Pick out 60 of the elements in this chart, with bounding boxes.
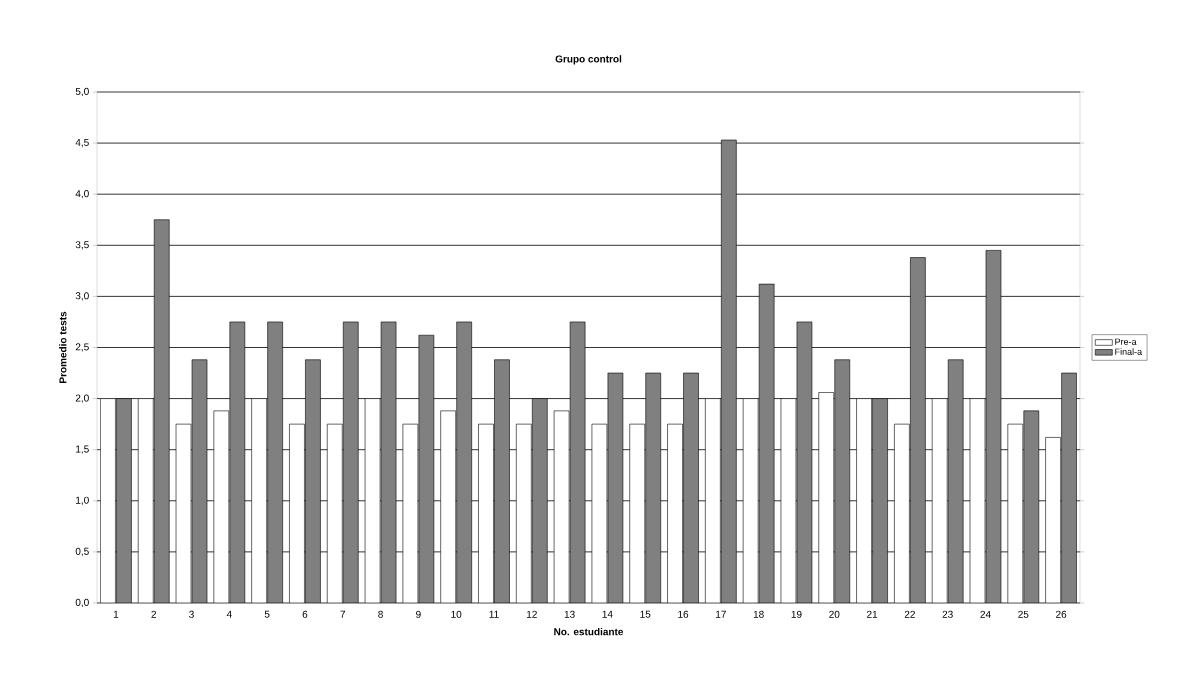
x-tick-label: 14 [602, 610, 613, 618]
y-tick-label: 0,0 [75, 598, 89, 608]
bar [721, 139, 737, 603]
x-tick-label: 10 [451, 610, 462, 618]
x-axis-title: No. estudiante [554, 627, 624, 636]
x-tick-label: 18 [753, 610, 764, 618]
x-tick-label: 26 [1056, 610, 1067, 618]
y-tick-label: 4,5 [75, 139, 89, 148]
bar [494, 359, 510, 603]
x-tick-label: 12 [527, 610, 537, 618]
bar [532, 398, 548, 603]
x-tick-label: 3 [189, 610, 194, 618]
y-tick-label: 2,0 [75, 394, 89, 403]
x-tick-label: 1 [113, 610, 119, 618]
y-tick-label: 3,5 [75, 241, 89, 250]
x-tick-label: 25 [1018, 610, 1029, 618]
bar [305, 359, 321, 603]
bar [116, 398, 132, 603]
x-tick-label: 21 [867, 610, 878, 618]
bar [1061, 372, 1077, 603]
bar [645, 372, 662, 603]
bar [872, 398, 888, 603]
legend-label: Final-a [1115, 348, 1143, 355]
bar [834, 359, 851, 603]
x-tick-label: 9 [416, 610, 421, 618]
bar [267, 321, 283, 603]
y-tick-label: 2,5 [75, 343, 89, 352]
x-tick-label: 6 [302, 610, 308, 618]
bar [153, 219, 170, 603]
x-tick-label: 7 [340, 610, 346, 618]
legend-label: Pre-a [1115, 338, 1137, 345]
x-tick-label: 13 [564, 610, 575, 618]
x-tick-label: 11 [489, 610, 499, 618]
bar [456, 321, 472, 603]
y-axis-title: Promedio tests [59, 311, 67, 383]
x-tick-label: 17 [716, 610, 726, 618]
bar [342, 321, 359, 603]
y-tick-label: 4,0 [75, 190, 89, 199]
y-tick-label: 5,0 [75, 87, 89, 97]
bar [229, 321, 246, 603]
chart-title: Grupo control [555, 55, 622, 65]
x-tick-label: 5 [264, 610, 270, 618]
x-tick-label: 15 [640, 610, 651, 618]
bar [1023, 410, 1040, 603]
x-tick-label: 16 [678, 610, 689, 618]
bar [683, 372, 699, 603]
bar [947, 359, 964, 603]
x-tick-label: 8 [378, 610, 383, 618]
x-tick-label: 4 [226, 610, 232, 618]
y-tick-label: 0,5 [75, 547, 89, 557]
y-tick-label: 1,0 [76, 496, 89, 505]
x-tick-label: 23 [942, 610, 953, 618]
x-tick-label: 24 [980, 610, 991, 618]
x-tick-label: 19 [791, 610, 802, 618]
y-tick-label: 3,0 [75, 292, 89, 301]
y-tick-label: 1,5 [76, 445, 89, 454]
x-tick-label: 2 [151, 610, 156, 618]
x-tick-label: 20 [829, 610, 840, 618]
x-tick-label: 22 [904, 610, 915, 618]
bar [910, 257, 926, 603]
